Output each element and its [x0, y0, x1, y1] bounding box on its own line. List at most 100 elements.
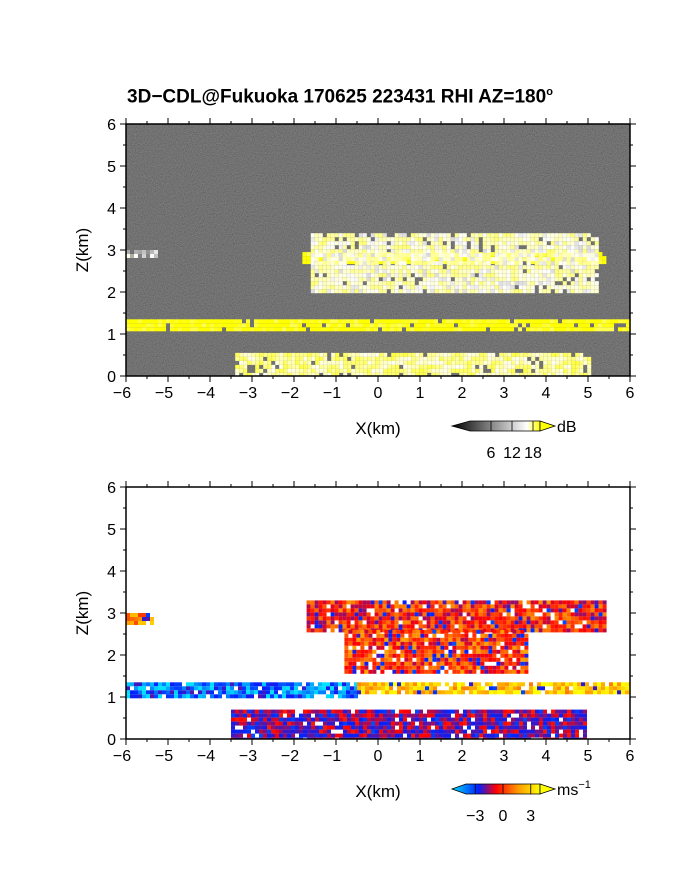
- echo-cell: [523, 733, 527, 738]
- echo-cell: [450, 616, 455, 621]
- echo-cell: [534, 608, 539, 613]
- echo-cell: [334, 608, 339, 613]
- echo-cell: [282, 686, 286, 691]
- echo-cell: [448, 633, 453, 638]
- echo-cell: [243, 360, 248, 365]
- echo-cell: [566, 249, 571, 254]
- echo-cell: [290, 323, 294, 328]
- echo-cell: [571, 721, 575, 726]
- echo-cell: [384, 649, 389, 654]
- echo-cell: [402, 604, 407, 609]
- echo-cell: [455, 725, 459, 730]
- echo-cell: [358, 273, 363, 278]
- echo-cell: [440, 657, 445, 662]
- echo-cell: [342, 233, 347, 238]
- echo-cell: [470, 608, 475, 613]
- echo-cell: [362, 261, 367, 266]
- echo-cell: [495, 729, 499, 734]
- echo-cell: [506, 241, 511, 246]
- echo-cell: [398, 277, 403, 282]
- echo-cell: [158, 690, 162, 695]
- echo-cell: [342, 682, 346, 687]
- echo-cell: [388, 645, 393, 650]
- echo-cell: [350, 241, 355, 246]
- echo-cell: [422, 269, 427, 274]
- echo-cell: [546, 269, 551, 274]
- echo-cell: [390, 253, 395, 258]
- echo-cell: [295, 372, 300, 376]
- echo-cell: [263, 713, 267, 718]
- echo-cell: [422, 233, 427, 238]
- echo-cell: [414, 269, 419, 274]
- echo-cell: [386, 273, 391, 278]
- echo-cell: [470, 245, 475, 250]
- echo-cell: [390, 249, 395, 254]
- echo-cell: [142, 621, 146, 625]
- echo-cell: [384, 637, 389, 642]
- echo-cell: [553, 686, 557, 691]
- echo-cell: [384, 641, 389, 646]
- echo-cell: [476, 645, 481, 650]
- echo-cell: [522, 237, 527, 242]
- echo-cell: [546, 620, 551, 625]
- echo-cell: [539, 717, 543, 722]
- echo-cell: [500, 629, 505, 634]
- echo-cell: [495, 709, 499, 714]
- echo-cell: [458, 323, 462, 328]
- echo-cell: [174, 327, 178, 332]
- echo-cell: [402, 608, 407, 613]
- echo-cell: [370, 269, 375, 274]
- echo-cell: [582, 600, 587, 605]
- echo-cell: [522, 253, 527, 258]
- echo-cell: [438, 249, 443, 254]
- echo-cell: [546, 624, 551, 629]
- echo-cell: [464, 641, 469, 646]
- echo-cell: [306, 686, 310, 691]
- echo-cell: [426, 319, 430, 324]
- echo-cell: [543, 372, 548, 376]
- echo-cell: [408, 629, 413, 634]
- echo-cell: [275, 356, 280, 361]
- echo-cell: [613, 690, 617, 695]
- echo-cell: [346, 241, 351, 246]
- echo-cell: [326, 257, 331, 262]
- echo-cell: [303, 713, 307, 718]
- echo-cell: [370, 249, 375, 254]
- echo-cell: [562, 249, 567, 254]
- echo-cell: [573, 686, 577, 691]
- echo-cell: [326, 608, 331, 613]
- echo-cell: [355, 364, 360, 369]
- echo-cell: [530, 620, 535, 625]
- echo-cell: [335, 709, 339, 714]
- echo-cell: [522, 265, 527, 270]
- echo-cell: [586, 628, 591, 633]
- echo-cell: [259, 729, 263, 734]
- echo-cell: [586, 608, 591, 613]
- echo-cell: [418, 233, 423, 238]
- echo-cell: [582, 265, 587, 270]
- echo-cell: [508, 645, 513, 650]
- echo-cell: [394, 281, 399, 286]
- echo-cell: [387, 372, 392, 376]
- echo-cell: [373, 690, 377, 695]
- echo-cell: [430, 249, 435, 254]
- echo-cell: [230, 694, 234, 699]
- echo-cell: [538, 319, 542, 324]
- echo-cell: [387, 713, 391, 718]
- echo-cell: [521, 690, 525, 695]
- y-tick-label: 1: [107, 690, 116, 707]
- echo-cell: [357, 686, 361, 691]
- echo-cell: [514, 253, 519, 258]
- echo-cell: [138, 694, 142, 699]
- echo-cell: [406, 281, 411, 286]
- echo-cell: [271, 725, 275, 730]
- echo-cell: [409, 690, 413, 695]
- echo-cell: [547, 352, 552, 357]
- echo-cell: [494, 612, 499, 617]
- echo-cell: [367, 729, 371, 734]
- echo-cell: [150, 254, 154, 258]
- echo-cell: [579, 352, 584, 357]
- echo-cell: [242, 694, 246, 699]
- echo-cell: [318, 241, 323, 246]
- echo-cell: [146, 694, 150, 699]
